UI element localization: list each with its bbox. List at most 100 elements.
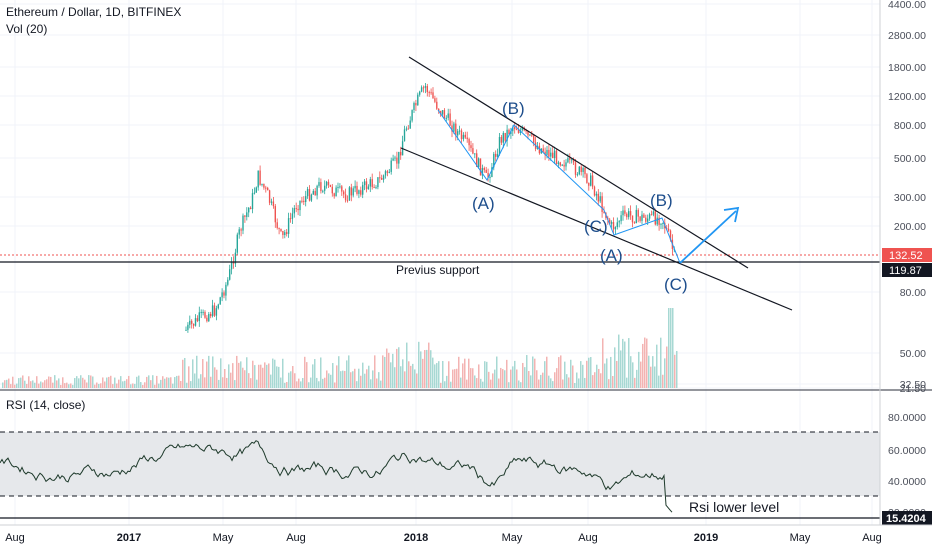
volume-bar bbox=[508, 382, 510, 388]
volume-bar bbox=[100, 383, 102, 388]
price-tick-label: 500.00 bbox=[894, 153, 926, 165]
candle-body bbox=[206, 317, 208, 322]
volume-bar bbox=[618, 334, 620, 388]
volume-bar bbox=[196, 355, 198, 388]
candle-body bbox=[242, 215, 244, 231]
volume-bar bbox=[504, 370, 506, 388]
candle-body bbox=[521, 127, 523, 131]
candle-body bbox=[614, 226, 617, 230]
candle-body bbox=[343, 191, 345, 195]
volume-bar bbox=[222, 377, 224, 388]
candle-body bbox=[316, 185, 318, 196]
volume-bar bbox=[172, 383, 174, 388]
volume-bar bbox=[86, 382, 88, 388]
volume-bar bbox=[268, 363, 270, 388]
candle-body bbox=[211, 305, 214, 317]
candle-body bbox=[624, 210, 626, 214]
candle-body bbox=[458, 130, 461, 132]
volume-bar bbox=[624, 341, 626, 388]
candle-body bbox=[479, 158, 482, 176]
volume-bar bbox=[134, 383, 136, 388]
candle-body bbox=[185, 329, 187, 331]
candle-body bbox=[476, 153, 478, 167]
volume-bar bbox=[390, 362, 392, 388]
volume-bar bbox=[502, 369, 504, 388]
candle-body bbox=[299, 200, 301, 211]
candle-body bbox=[232, 261, 235, 264]
volume-bar bbox=[58, 378, 60, 388]
volume-bar bbox=[318, 381, 320, 388]
volume-bar bbox=[622, 338, 624, 388]
volume-bar bbox=[642, 343, 644, 388]
volume-bar bbox=[182, 359, 184, 388]
volume-bar bbox=[56, 380, 58, 388]
volume-bar bbox=[596, 364, 598, 388]
price-tick-label: 32.50 bbox=[900, 379, 926, 391]
candle-body bbox=[656, 217, 658, 225]
volume-bar bbox=[344, 370, 346, 388]
volume-bar bbox=[338, 356, 340, 388]
volume-bar bbox=[176, 375, 178, 388]
volume-bar bbox=[672, 308, 674, 388]
candle-body bbox=[398, 151, 400, 164]
volume-bar bbox=[282, 358, 284, 388]
volume-bar bbox=[140, 382, 142, 388]
candle-body bbox=[320, 182, 322, 192]
projection-arrow[interactable] bbox=[679, 210, 737, 264]
time-axis[interactable]: Aug 2017 May Aug 2018 May Aug 2019 May Aug bbox=[5, 532, 882, 544]
volume-bar bbox=[360, 375, 362, 388]
volume-bar bbox=[634, 377, 636, 388]
volume-bar bbox=[298, 378, 300, 388]
volume-bar bbox=[24, 380, 26, 388]
candle-body bbox=[567, 158, 569, 163]
wedge-lower-line[interactable] bbox=[400, 147, 793, 311]
candle-body bbox=[508, 129, 510, 135]
candle-body bbox=[344, 194, 347, 201]
candle-body bbox=[333, 193, 335, 197]
time-tick-label: May bbox=[213, 532, 234, 544]
candle-body bbox=[506, 129, 508, 141]
volume-bar bbox=[194, 373, 196, 388]
volume-bar bbox=[606, 358, 608, 388]
candle-body bbox=[276, 222, 278, 228]
candle-body bbox=[257, 170, 259, 188]
volume-bar bbox=[368, 365, 370, 388]
price-candles bbox=[185, 82, 675, 333]
wave-line-2[interactable] bbox=[603, 209, 681, 264]
candle-body bbox=[407, 128, 409, 130]
volume-bar bbox=[512, 366, 514, 388]
volume-bar bbox=[628, 338, 630, 388]
volume-bar bbox=[32, 380, 34, 388]
wave-line-1[interactable] bbox=[437, 109, 605, 211]
candle-body bbox=[259, 170, 261, 185]
time-tick-label: Aug bbox=[5, 532, 25, 544]
candle-body bbox=[419, 91, 421, 95]
volume-bar bbox=[316, 377, 318, 388]
candle-body bbox=[400, 151, 402, 156]
candle-body bbox=[603, 211, 605, 213]
volume-bar bbox=[4, 380, 6, 388]
candle-body bbox=[234, 252, 237, 264]
volume-bar bbox=[64, 383, 66, 388]
volume-bar bbox=[378, 372, 380, 388]
volume-bar bbox=[128, 375, 130, 388]
wedge-upper-line[interactable] bbox=[408, 56, 749, 269]
volume-bar bbox=[410, 365, 412, 388]
candle-body bbox=[470, 145, 472, 149]
candle-body bbox=[555, 150, 558, 165]
volume-bar bbox=[664, 358, 666, 388]
candle-body bbox=[198, 312, 200, 322]
price-axis[interactable]: 4400.00 2800.00 1800.00 1200.00 800.00 500.00… bbox=[888, 0, 926, 395]
candle-body bbox=[529, 134, 531, 136]
volume-bar bbox=[244, 370, 246, 388]
candle-body bbox=[544, 151, 546, 155]
candle-body bbox=[238, 229, 240, 235]
candle-body bbox=[658, 217, 660, 225]
volume-bar bbox=[190, 381, 192, 388]
volume-bar bbox=[292, 366, 294, 388]
candle-body bbox=[477, 158, 480, 167]
candle-body bbox=[483, 168, 485, 170]
volume-bar bbox=[464, 358, 466, 388]
candle-body bbox=[208, 313, 210, 322]
